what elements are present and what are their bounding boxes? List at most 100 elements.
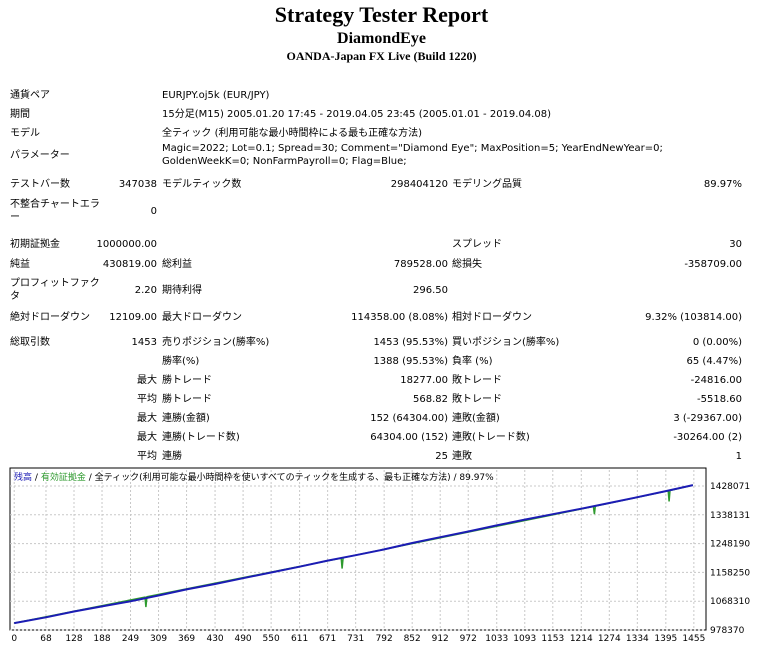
x-tick-label: 369 bbox=[178, 634, 195, 644]
field-label: 最大ドローダウン bbox=[162, 311, 242, 323]
x-tick-label: 1153 bbox=[541, 634, 564, 644]
legend-separator: / bbox=[453, 473, 457, 483]
field-value: 最大 bbox=[137, 374, 157, 386]
report-title: Strategy Tester Report bbox=[274, 2, 489, 27]
x-tick-label: 852 bbox=[404, 634, 421, 644]
y-tick-label: 1158250 bbox=[710, 568, 750, 578]
x-tick-label: 1274 bbox=[598, 634, 621, 644]
chart-frame bbox=[9, 467, 707, 631]
field-value: -358709.00 bbox=[684, 258, 742, 270]
model-label: 全ティック(利用可能な最小時間枠を使いすべてのティックを生成する、最も正確な方法… bbox=[95, 471, 451, 483]
expert-name: DiamondEye bbox=[337, 30, 426, 47]
x-tick-label: 550 bbox=[263, 634, 280, 644]
field-value: 平均 bbox=[137, 450, 157, 462]
field-value: 15分足(M15) 2005.01.20 17:45 - 2019.04.05 … bbox=[162, 108, 551, 120]
field-label: テストバー数 bbox=[10, 178, 70, 190]
field-label: 連勝(金額) bbox=[162, 412, 210, 424]
field-value: 1000000.00 bbox=[96, 238, 157, 250]
quality-label: 89.97% bbox=[459, 473, 494, 483]
field-label: 総取引数 bbox=[10, 336, 50, 348]
field-value: 全ティック (利用可能な最小時間枠による最も正確な方法) bbox=[162, 127, 423, 139]
field-value: 3 (-29367.00) bbox=[673, 412, 742, 424]
field-value: 1 bbox=[735, 450, 742, 462]
x-tick-label: 0 bbox=[11, 634, 17, 644]
legend-entry: 残高 bbox=[14, 471, 32, 483]
field-label: モデル bbox=[10, 127, 40, 139]
field-value: 347038 bbox=[118, 178, 157, 190]
field-label: モデルティック数 bbox=[162, 178, 242, 190]
field-label: プロフィットファクタ bbox=[10, 278, 100, 302]
field-label: 敗トレード bbox=[452, 374, 502, 386]
field-label: スプレッド bbox=[452, 238, 502, 250]
x-tick-label: 611 bbox=[291, 634, 308, 644]
field-label: 勝トレード bbox=[162, 393, 212, 405]
x-tick-label: 671 bbox=[319, 634, 336, 644]
field-value: 789528.00 bbox=[393, 258, 448, 270]
field-label: 連敗(金額) bbox=[452, 412, 500, 424]
x-tick-label: 1093 bbox=[513, 634, 536, 644]
field-label: 純益 bbox=[10, 258, 30, 270]
field-value: 568.82 bbox=[413, 393, 448, 405]
field-label: 期待利得 bbox=[162, 284, 202, 296]
field-label: モデリング品質 bbox=[452, 178, 522, 190]
x-tick-label: 430 bbox=[206, 634, 223, 644]
field-label: 期間 bbox=[10, 108, 30, 120]
legend: 残高 / 有効証拠金 / 全ティック(利用可能な最小時間枠を使いすべてのティック… bbox=[14, 471, 494, 483]
field-label: 総利益 bbox=[162, 258, 192, 270]
field-value: 1453 (95.53%) bbox=[373, 336, 448, 348]
field-value: 0 (0.00%) bbox=[692, 336, 742, 348]
y-tick-label: 1338131 bbox=[710, 511, 750, 521]
field-label: 買いポジション(勝率%) bbox=[452, 336, 560, 348]
field-value: 最大 bbox=[137, 431, 157, 443]
field-value: 平均 bbox=[137, 393, 157, 405]
field-value: 9.32% (103814.00) bbox=[645, 311, 742, 323]
field-label: 売りポジション(勝率%) bbox=[162, 336, 270, 348]
x-tick-label: 249 bbox=[122, 634, 139, 644]
field-label: 初期証拠金 bbox=[10, 238, 60, 250]
field-label: 不整合チャートエラー bbox=[10, 199, 100, 223]
x-tick-label: 731 bbox=[347, 634, 364, 644]
y-tick-label: 978370 bbox=[710, 626, 745, 636]
field-value: EURJPY.oj5k (EUR/JPY) bbox=[162, 89, 270, 101]
legend-entry: 有効証拠金 bbox=[41, 471, 86, 483]
field-value: -5518.60 bbox=[697, 393, 742, 405]
field-label: 勝率(%) bbox=[162, 355, 200, 367]
field-label: 勝トレード bbox=[162, 374, 212, 386]
field-label: 連敗 bbox=[452, 450, 472, 462]
field-value: 65 (4.47%) bbox=[686, 355, 742, 367]
field-value: 30 bbox=[729, 238, 742, 250]
y-tick-label: 1068310 bbox=[710, 597, 750, 607]
field-label: パラメーター bbox=[10, 149, 70, 161]
x-tick-label: 1033 bbox=[485, 634, 508, 644]
x-tick-label: 1395 bbox=[654, 634, 677, 644]
field-value: -24816.00 bbox=[690, 374, 742, 386]
field-label: 敗トレード bbox=[452, 393, 502, 405]
x-tick-label: 490 bbox=[234, 634, 251, 644]
x-tick-label: 912 bbox=[432, 634, 449, 644]
field-value: 152 (64304.00) bbox=[370, 412, 448, 424]
field-label: 絶対ドローダウン bbox=[10, 311, 90, 323]
x-tick-label: 68 bbox=[40, 634, 52, 644]
field-value: 89.97% bbox=[703, 178, 742, 190]
field-value: 1388 (95.53%) bbox=[373, 355, 448, 367]
field-value: 298404120 bbox=[390, 178, 448, 190]
field-value: 25 bbox=[435, 450, 448, 462]
field-value: 64304.00 (152) bbox=[370, 431, 448, 443]
x-tick-label: 1334 bbox=[626, 634, 649, 644]
field-label: 連勝(トレード数) bbox=[162, 431, 240, 443]
field-value: 0 bbox=[150, 205, 157, 217]
field-label: 通貨ペア bbox=[10, 89, 50, 101]
field-label: 連勝 bbox=[162, 450, 182, 462]
field-value: 12109.00 bbox=[109, 311, 157, 323]
field-value: 296.50 bbox=[413, 284, 448, 296]
y-tick-label: 1428071 bbox=[710, 482, 750, 492]
x-tick-label: 792 bbox=[376, 634, 393, 644]
field-value: Magic=2022; Lot=0.1; Spread=30; Comment=… bbox=[162, 143, 663, 167]
y-tick-label: 1248190 bbox=[710, 540, 750, 550]
field-value: 1453 bbox=[131, 336, 157, 348]
series-line bbox=[14, 484, 694, 625]
field-label: 総損失 bbox=[452, 258, 482, 270]
field-value: 2.20 bbox=[134, 284, 157, 296]
legend-separator: / bbox=[89, 473, 93, 483]
